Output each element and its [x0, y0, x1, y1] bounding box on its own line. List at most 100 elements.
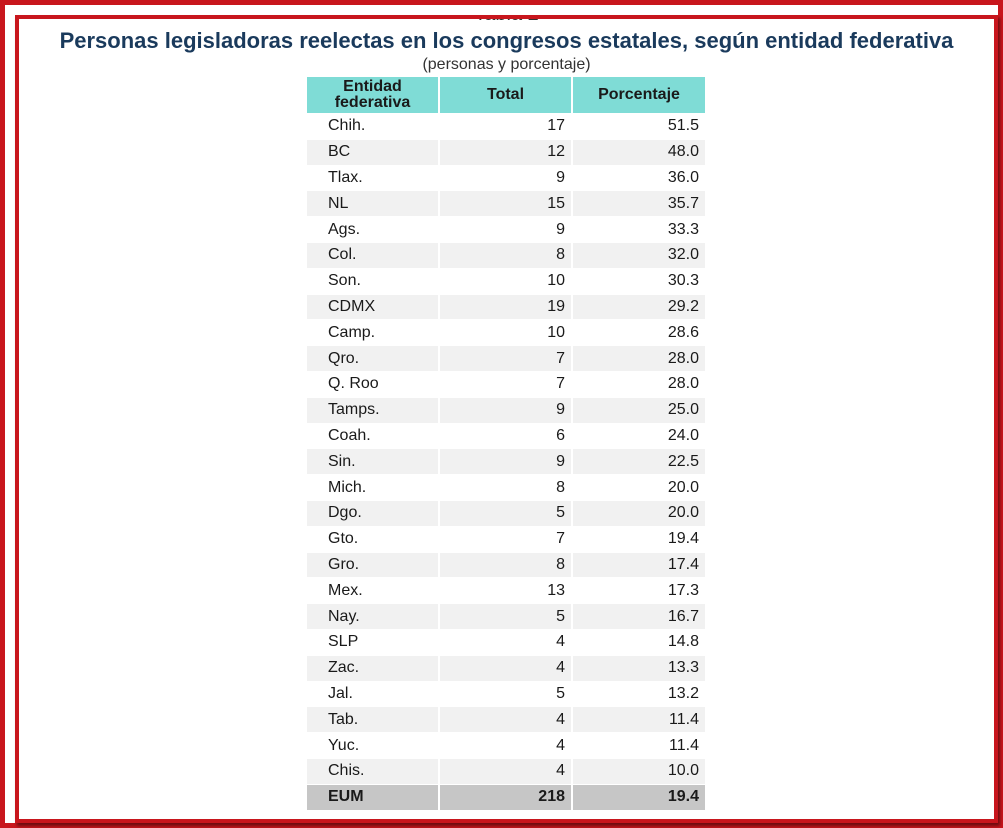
- cell-entity: Gto.: [328, 530, 359, 548]
- cell-entity: Qro.: [307, 346, 438, 371]
- cell-entity: Son.: [328, 272, 361, 290]
- cell-percent: 11.4: [669, 736, 699, 754]
- cell-total: 4: [440, 655, 571, 681]
- cell-total: 9: [440, 397, 571, 423]
- cell-total: 4: [440, 758, 571, 784]
- page-title: Personas legisladoras reelectas en los c…: [59, 28, 954, 53]
- cell-total: 12: [440, 139, 571, 165]
- cell-percent: 33.3: [667, 220, 699, 238]
- total-row-percent: 19.4: [573, 784, 705, 810]
- cell-percent: 28.0: [667, 375, 699, 393]
- cell-percent: 17.4: [573, 552, 705, 578]
- cell-total: 13: [547, 581, 565, 599]
- total-row-total: 218: [440, 784, 571, 810]
- table-row: Chis. 4 10.0: [307, 758, 705, 784]
- cell-percent: 11.4: [573, 707, 705, 733]
- inner-frame: Tabla 2 Personas legisladoras reelectas …: [15, 15, 998, 823]
- cell-percent: 17.3: [667, 581, 699, 599]
- cell-percent: 16.7: [573, 604, 705, 629]
- cell-percent: 28.6: [667, 323, 699, 341]
- cell-total: 10: [547, 323, 565, 341]
- cell-total: 19: [440, 294, 571, 320]
- cell-percent: 51.5: [667, 117, 699, 135]
- table-body: Chih. 17 51.5 BC 12 48.0 Tlax. 9 36.0 NL 15 35.7 Ags…: [307, 114, 705, 784]
- cell-percent: 10.0: [573, 758, 705, 784]
- table-row: Chih. 17 51.5: [307, 114, 705, 139]
- table-row: Qro. 7 28.0: [307, 346, 705, 371]
- table-row: Tlax. 9 36.0: [307, 166, 705, 191]
- cell-entity: BC: [307, 139, 438, 165]
- cell-entity: Nay.: [307, 604, 438, 629]
- table-row: NL 15 35.7: [307, 191, 705, 217]
- cell-total: 15: [440, 191, 571, 217]
- cell-total: 7: [556, 375, 565, 393]
- cell-percent: 28.0: [573, 346, 705, 371]
- table-row: Tab. 4 11.4: [307, 707, 705, 733]
- column-header-entity: Entidad federativa: [307, 77, 438, 113]
- table-number-label: Tabla 2: [19, 19, 994, 26]
- table-row: Ags. 9 33.3: [307, 217, 705, 242]
- table-row: Dgo. 5 20.0: [307, 500, 705, 526]
- cell-percent: 20.0: [667, 478, 699, 496]
- column-header-total: Total: [440, 77, 571, 113]
- cell-percent: 13.3: [573, 655, 705, 681]
- cell-total: 8: [440, 242, 571, 268]
- cell-entity: Col.: [307, 242, 438, 268]
- cell-percent: 36.0: [667, 168, 699, 186]
- cell-entity: Tab.: [307, 707, 438, 733]
- cell-percent: 24.0: [667, 426, 699, 444]
- table-row: Yuc. 4 11.4: [307, 733, 705, 758]
- cell-entity: Jal.: [328, 684, 353, 702]
- cell-entity: Yuc.: [328, 736, 360, 754]
- table-row: Gto. 7 19.4: [307, 527, 705, 552]
- table-row: CDMX 19 29.2: [307, 294, 705, 320]
- total-row-entity: EUM: [307, 784, 438, 810]
- cell-total: 9: [440, 449, 571, 475]
- table-row: Sin. 9 22.5: [307, 449, 705, 475]
- cell-total: 5: [440, 604, 571, 629]
- table-row: Son. 10 30.3: [307, 269, 705, 294]
- table-row: Tamps. 9 25.0: [307, 397, 705, 423]
- cell-total: 9: [556, 220, 565, 238]
- cell-percent: 20.0: [573, 500, 705, 526]
- data-table: Entidad federativa Total Porcentaje Chih…: [305, 76, 707, 811]
- column-header-entity-line1: Entidad: [343, 78, 402, 95]
- cell-total: 10: [547, 272, 565, 290]
- cell-entity: Ags.: [328, 220, 361, 238]
- table-row: Nay. 5 16.7: [307, 604, 705, 629]
- table-header-row: Entidad federativa Total Porcentaje: [307, 77, 705, 113]
- table-row: Q. Roo 7 28.0: [307, 372, 705, 397]
- cell-percent: 35.7: [573, 191, 705, 217]
- cell-entity: Dgo.: [307, 500, 438, 526]
- cell-total: 4: [556, 736, 565, 754]
- cell-total: 4: [440, 707, 571, 733]
- table-row: Mex. 13 17.3: [307, 578, 705, 603]
- cell-total: 7: [440, 346, 571, 371]
- cell-percent: 25.0: [573, 397, 705, 423]
- cell-percent: 13.2: [667, 684, 699, 702]
- table-row: Col. 8 32.0: [307, 242, 705, 268]
- cell-entity: Sin.: [307, 449, 438, 475]
- cell-entity: Coah.: [328, 426, 371, 444]
- table-row: Camp. 10 28.6: [307, 320, 705, 345]
- cell-percent: 19.4: [667, 530, 699, 548]
- cell-entity: Tlax.: [328, 168, 363, 186]
- table-row: Gro. 8 17.4: [307, 552, 705, 578]
- cell-entity: Mich.: [328, 478, 367, 496]
- cell-entity: Camp.: [328, 323, 376, 341]
- table-total-row: EUM 218 19.4: [307, 784, 705, 810]
- table-row: Jal. 5 13.2: [307, 682, 705, 707]
- column-header-entity-line2: federativa: [334, 94, 411, 111]
- cell-percent: 14.8: [667, 633, 699, 651]
- cell-entity: Q. Roo: [328, 375, 379, 393]
- cell-entity: SLP: [328, 633, 359, 651]
- table-row: Zac. 4 13.3: [307, 655, 705, 681]
- cell-entity: Chis.: [307, 758, 438, 784]
- cell-percent: 22.5: [573, 449, 705, 475]
- cell-total: 8: [440, 552, 571, 578]
- table-row: BC 12 48.0: [307, 139, 705, 165]
- cell-entity: Gro.: [307, 552, 438, 578]
- column-header-percent: Porcentaje: [573, 77, 705, 113]
- cell-entity: Chih.: [328, 117, 366, 135]
- cell-total: 7: [556, 530, 565, 548]
